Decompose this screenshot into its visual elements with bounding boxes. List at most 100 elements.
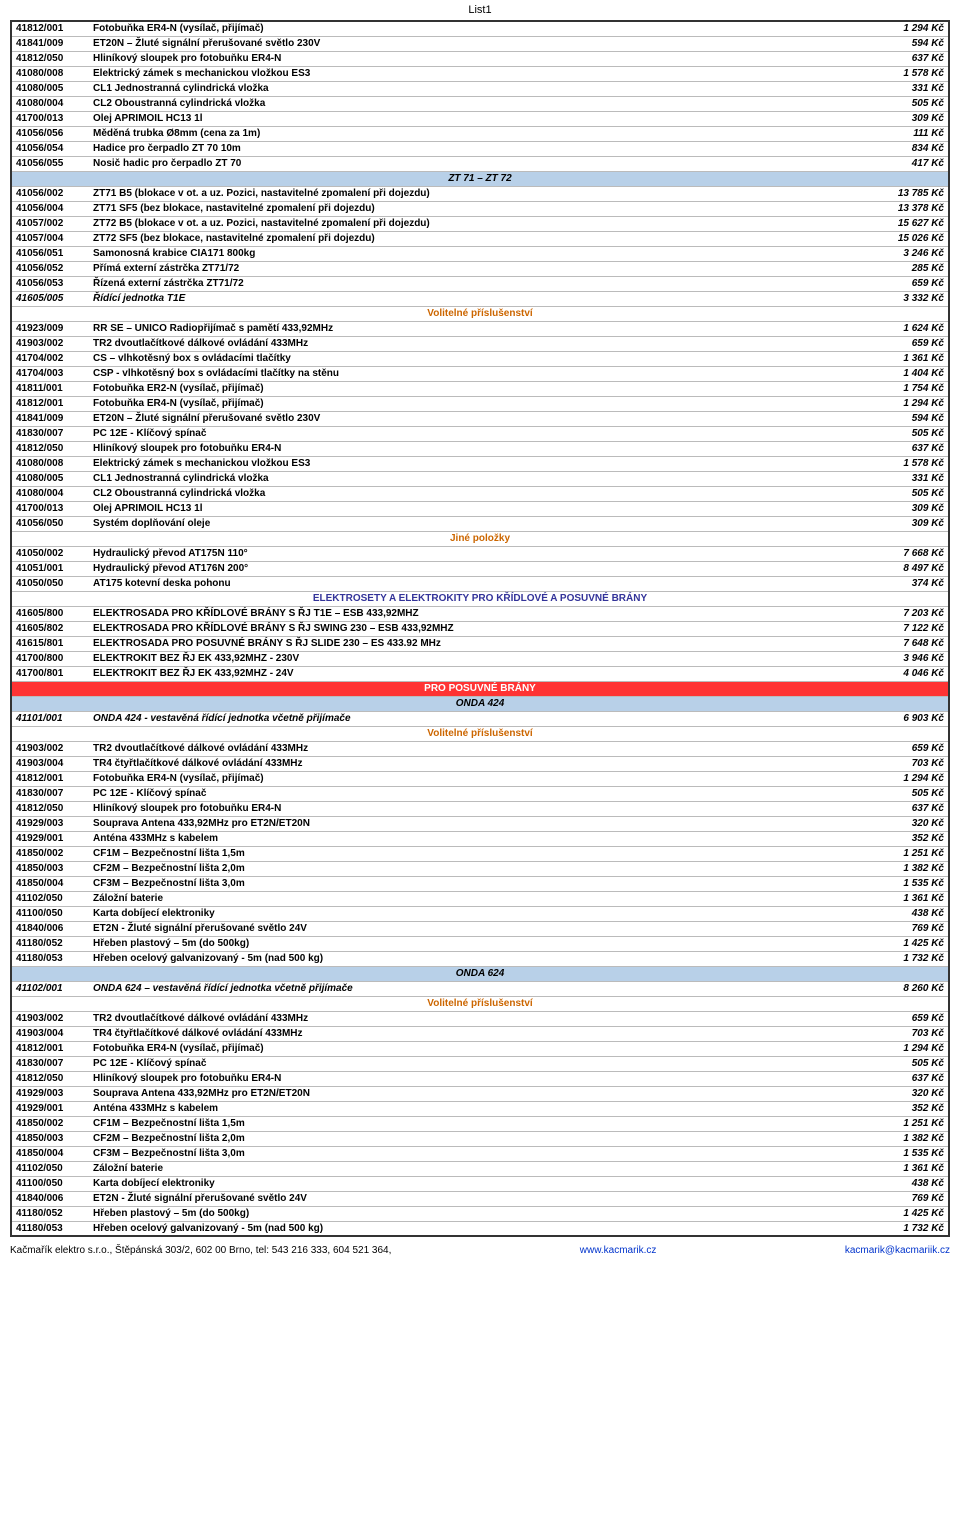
table-row: Jiné položky [11, 531, 949, 546]
cell-code: 41180/053 [11, 951, 89, 966]
cell-code: 41850/004 [11, 876, 89, 891]
cell-desc: CSP - vlhkotěsný box s ovládacími tlačít… [89, 366, 859, 381]
cell-price: 1 251 Kč [859, 846, 949, 861]
table-row: ZT 71 – ZT 72 [11, 171, 949, 186]
cell-desc: RR SE – UNICO Radiopřijímač s pamětí 433… [89, 321, 859, 336]
cell-desc: CL2 Oboustranná cylindrická vložka [89, 486, 859, 501]
cell-price: 1 578 Kč [859, 456, 949, 471]
cell-price: 1 294 Kč [859, 21, 949, 36]
cell-desc: ET20N – Žluté signální přerušované světl… [89, 411, 859, 426]
cell-price: 285 Kč [859, 261, 949, 276]
cell-desc: ET2N - Žluté signální přerušované světlo… [89, 1191, 859, 1206]
table-row: 41102/050Záložní baterie1 361 Kč [11, 891, 949, 906]
cell-code: 41812/050 [11, 51, 89, 66]
table-row: 41840/006ET2N - Žluté signální přerušova… [11, 1191, 949, 1206]
cell-code: 41812/050 [11, 1071, 89, 1086]
cell-desc: Hřeben ocelový galvanizovaný - 5m (nad 5… [89, 1221, 859, 1236]
cell-desc: CL2 Oboustranná cylindrická vložka [89, 96, 859, 111]
cell-code: 41850/003 [11, 861, 89, 876]
table-row: 41929/001Anténa 433MHz s kabelem352 Kč [11, 831, 949, 846]
cell-desc: Záložní baterie [89, 891, 859, 906]
cell-code: 41080/004 [11, 486, 89, 501]
cell-desc: Fotobuňka ER2-N (vysílač, přijímač) [89, 381, 859, 396]
table-row: PRO POSUVNÉ BRÁNY [11, 681, 949, 696]
cell-code: 41056/002 [11, 186, 89, 201]
cell-code: 41180/053 [11, 1221, 89, 1236]
cell-price: 594 Kč [859, 36, 949, 51]
cell-desc: Souprava Antena 433,92MHz pro ET2N/ET20N [89, 816, 859, 831]
cell-desc: Hřeben plastový – 5m (do 500kg) [89, 1206, 859, 1221]
cell-desc: Hydraulický převod AT176N 200° [89, 561, 859, 576]
cell-price: 352 Kč [859, 831, 949, 846]
table-row: ONDA 624 [11, 966, 949, 981]
cell-desc: ZT72 SF5 (bez blokace, nastavitelné zpom… [89, 231, 859, 246]
cell-code: 41100/050 [11, 906, 89, 921]
cell-price: 309 Kč [859, 501, 949, 516]
cell-code: 41903/002 [11, 741, 89, 756]
cell-price: 659 Kč [859, 741, 949, 756]
section-header: Volitelné příslušenství [11, 306, 949, 321]
cell-desc: Karta dobíjecí elektroniky [89, 1176, 859, 1191]
table-row: 41056/055Nosič hadic pro čerpadlo ZT 704… [11, 156, 949, 171]
table-row: 41605/005Řídící jednotka T1E3 332 Kč [11, 291, 949, 306]
cell-price: 1 361 Kč [859, 891, 949, 906]
cell-price: 3 246 Kč [859, 246, 949, 261]
cell-desc: PC 12E - Klíčový spínač [89, 786, 859, 801]
table-row: 41050/002Hydraulický převod AT175N 110°7… [11, 546, 949, 561]
cell-price: 352 Kč [859, 1101, 949, 1116]
cell-code: 41080/004 [11, 96, 89, 111]
cell-desc: CF1M – Bezpečnostní lišta 1,5m [89, 846, 859, 861]
cell-desc: ET2N - Žluté signální přerušované světlo… [89, 921, 859, 936]
cell-price: 1 251 Kč [859, 1116, 949, 1131]
cell-price: 703 Kč [859, 756, 949, 771]
table-row: 41605/802ELEKTROSADA PRO KŘÍDLOVÉ BRÁNY … [11, 621, 949, 636]
cell-code: 41850/002 [11, 846, 89, 861]
cell-desc: TR4 čtyřtlačítkové dálkové ovládání 433M… [89, 756, 859, 771]
cell-code: 41080/008 [11, 456, 89, 471]
cell-desc: Hřeben plastový – 5m (do 500kg) [89, 936, 859, 951]
cell-code: 41903/004 [11, 1026, 89, 1041]
cell-code: 41056/053 [11, 276, 89, 291]
table-row: 41180/052Hřeben plastový – 5m (do 500kg)… [11, 1206, 949, 1221]
cell-price: 15 026 Kč [859, 231, 949, 246]
table-row: 41700/013Olej APRIMOIL HC13 1l309 Kč [11, 111, 949, 126]
cell-price: 309 Kč [859, 111, 949, 126]
cell-price: 1 754 Kč [859, 381, 949, 396]
cell-code: 41903/002 [11, 1011, 89, 1026]
footer: Kačmařík elektro s.r.o., Štěpánská 303/2… [10, 1245, 950, 1256]
table-row: 41830/007PC 12E - Klíčový spínač505 Kč [11, 786, 949, 801]
cell-code: 41056/004 [11, 201, 89, 216]
cell-code: 41056/050 [11, 516, 89, 531]
cell-desc: ELEKTROKIT BEZ ŘJ EK 433,92MHZ - 24V [89, 666, 859, 681]
table-row: 41850/002CF1M – Bezpečnostní lišta 1,5m1… [11, 846, 949, 861]
table-row: Volitelné příslušenství [11, 996, 949, 1011]
table-row: 41812/001Fotobuňka ER4-N (vysílač, přijí… [11, 21, 949, 36]
cell-code: 41605/802 [11, 621, 89, 636]
cell-price: 13 378 Kč [859, 201, 949, 216]
table-row: 41080/004CL2 Oboustranná cylindrická vlo… [11, 486, 949, 501]
footer-email[interactable]: kacmarik@kacmariik.cz [845, 1245, 950, 1256]
cell-desc: ELEKTROSADA PRO KŘÍDLOVÉ BRÁNY S ŘJ T1E … [89, 606, 859, 621]
section-header: ELEKTROSETY A ELEKTROKITY PRO KŘÍDLOVÉ A… [11, 591, 949, 606]
cell-code: 41841/009 [11, 411, 89, 426]
cell-desc: Hliníkový sloupek pro fotobuňku ER4-N [89, 1071, 859, 1086]
cell-code: 41830/007 [11, 786, 89, 801]
table-row: Volitelné příslušenství [11, 306, 949, 321]
table-row: 41180/053Hřeben ocelový galvanizovaný - … [11, 951, 949, 966]
cell-price: 1 425 Kč [859, 1206, 949, 1221]
cell-desc: Olej APRIMOIL HC13 1l [89, 501, 859, 516]
cell-code: 41929/003 [11, 1086, 89, 1101]
cell-desc: Fotobuňka ER4-N (vysílač, přijímač) [89, 21, 859, 36]
cell-desc: TR2 dvoutlačítkové dálkové ovládání 433M… [89, 741, 859, 756]
cell-code: 41180/052 [11, 936, 89, 951]
footer-left: Kačmařík elektro s.r.o., Štěpánská 303/2… [10, 1245, 391, 1256]
cell-price: 438 Kč [859, 1176, 949, 1191]
table-row: 41903/004TR4 čtyřtlačítkové dálkové ovlá… [11, 1026, 949, 1041]
cell-code: 41700/801 [11, 666, 89, 681]
table-row: 41101/001ONDA 424 - vestavěná řídící jed… [11, 711, 949, 726]
cell-code: 41057/004 [11, 231, 89, 246]
cell-code: 41050/050 [11, 576, 89, 591]
cell-desc: Záložní baterie [89, 1161, 859, 1176]
cell-desc: CF3M – Bezpečnostní lišta 3,0m [89, 1146, 859, 1161]
footer-url[interactable]: www.kacmarik.cz [580, 1245, 657, 1256]
